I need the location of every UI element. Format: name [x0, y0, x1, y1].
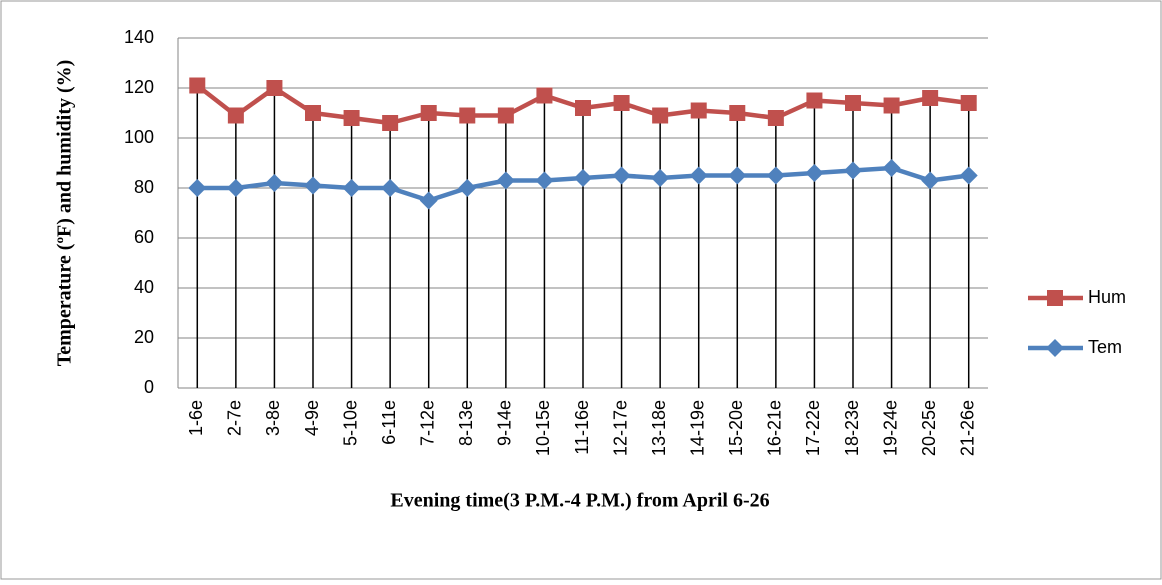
marker: [497, 107, 514, 124]
marker: [845, 95, 861, 111]
marker: [613, 95, 630, 111]
marker: [652, 107, 669, 124]
x-tick-label: 20-25e: [919, 400, 939, 456]
x-tick-label: 16-21e: [765, 400, 785, 456]
marker: [381, 179, 400, 197]
marker: [651, 169, 670, 187]
marker: [805, 164, 824, 182]
marker: [689, 166, 708, 185]
y-tick-label: 100: [124, 127, 154, 147]
x-tick-label: 21-26e: [957, 400, 977, 456]
marker: [1046, 339, 1064, 357]
marker: [304, 176, 322, 195]
legend-label: Tem: [1088, 337, 1122, 357]
x-tick-label: 10-15e: [533, 400, 553, 456]
marker: [921, 171, 940, 190]
x-tick-label: 2-7e: [225, 400, 245, 436]
marker: [382, 115, 399, 131]
x-tick-label: 12-17e: [610, 400, 630, 456]
x-tick-label: 15-20e: [726, 400, 746, 456]
marker: [690, 102, 707, 119]
marker: [767, 110, 784, 126]
marker: [420, 105, 437, 121]
legend-label: Hum: [1088, 287, 1126, 307]
marker: [496, 171, 515, 190]
marker: [766, 166, 785, 185]
marker: [882, 159, 901, 177]
marker: [574, 169, 592, 187]
y-tick-label: 120: [124, 77, 154, 97]
x-tick-label: 17-22e: [803, 400, 823, 456]
x-tick-label: 14-19e: [687, 400, 707, 456]
x-tick-label: 7-12e: [417, 400, 437, 446]
x-tick-label: 5-10e: [340, 400, 360, 446]
marker: [535, 171, 554, 190]
x-tick-label: 11-16e: [572, 400, 592, 455]
marker: [226, 179, 245, 197]
y-tick-label: 60: [134, 227, 154, 247]
marker: [922, 90, 939, 106]
marker: [343, 110, 360, 126]
marker: [189, 77, 206, 94]
y-axis-label: Temperature (ºF) and humidity (%): [54, 60, 76, 367]
marker: [265, 174, 284, 192]
marker: [844, 161, 862, 180]
x-tick-label: 19-24e: [880, 400, 900, 456]
marker: [575, 100, 591, 116]
marker: [266, 80, 283, 96]
marker: [728, 166, 747, 185]
marker: [459, 107, 476, 124]
marker: [612, 166, 631, 185]
y-tick-label: 80: [134, 177, 154, 197]
x-tick-label: 1-6e: [186, 400, 206, 436]
y-tick-label: 140: [124, 27, 154, 47]
marker: [729, 105, 746, 121]
marker: [342, 179, 361, 197]
x-tick-label: 18-23e: [842, 400, 862, 456]
marker: [227, 107, 244, 124]
marker: [305, 105, 321, 121]
marker: [188, 179, 207, 197]
x-tick-label: 3-8e: [263, 400, 283, 436]
y-tick-label: 40: [134, 277, 154, 297]
marker: [806, 92, 823, 109]
x-tick-label: 13-18e: [649, 400, 669, 456]
marker: [458, 179, 477, 197]
x-tick-label: 6-11e: [379, 400, 399, 445]
marker: [536, 87, 553, 104]
x-tick-label: 4-9e: [302, 400, 322, 436]
marker: [959, 166, 978, 185]
x-axis-label: Evening time(3 P.M.-4 P.M.) from April 6…: [390, 490, 769, 512]
x-tick-label: 8-13e: [456, 400, 476, 446]
marker: [960, 95, 977, 111]
y-tick-label: 0: [144, 377, 154, 397]
y-tick-label: 20: [134, 327, 154, 347]
x-tick-label: 9-14e: [495, 400, 515, 446]
marker: [419, 191, 438, 210]
marker: [883, 97, 900, 114]
marker: [1047, 290, 1063, 306]
